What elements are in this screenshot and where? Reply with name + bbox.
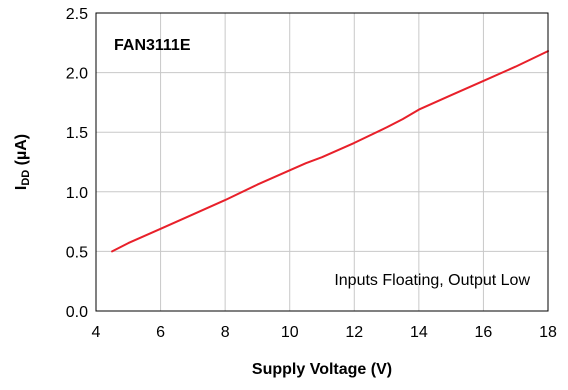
x-tick-label: 4	[92, 324, 101, 341]
x-tick-label: 10	[281, 324, 299, 341]
x-tick-label: 8	[221, 324, 230, 341]
y-axis-title-main: I	[13, 186, 30, 190]
series-layer	[111, 50, 549, 253]
x-tick-label: 18	[539, 324, 557, 341]
grid-layer	[95, 12, 549, 312]
x-tick-label: 6	[156, 324, 165, 341]
y-tick-label: 1.0	[66, 185, 88, 202]
x-tick-label: 16	[475, 324, 493, 341]
y-axis-title: IDD (µA)	[13, 134, 32, 190]
x-tick-label: 14	[410, 324, 428, 341]
y-tick-label: 2.0	[66, 66, 88, 83]
y-tick-label: 1.5	[66, 125, 88, 142]
tick-layer: 4 6 8 10 12 14 16 18 0.0 0.5 1.0 1.5 2.0 2.5	[66, 6, 557, 341]
x-axis-title: Supply Voltage (V)	[252, 361, 392, 378]
x-tick-label: 12	[345, 324, 363, 341]
condition-label: Inputs Floating, Output Low	[334, 272, 530, 289]
plot-frame	[95, 12, 549, 312]
y-tick-label: 0.0	[66, 304, 88, 321]
y-tick-label: 2.5	[66, 6, 88, 23]
part-number-label: FAN3111E	[114, 37, 191, 54]
series-line	[111, 50, 549, 253]
y-axis-title-subscript: DD	[20, 170, 32, 186]
y-tick-label: 0.5	[66, 244, 88, 261]
y-axis-title-unit: (µA)	[13, 134, 30, 170]
